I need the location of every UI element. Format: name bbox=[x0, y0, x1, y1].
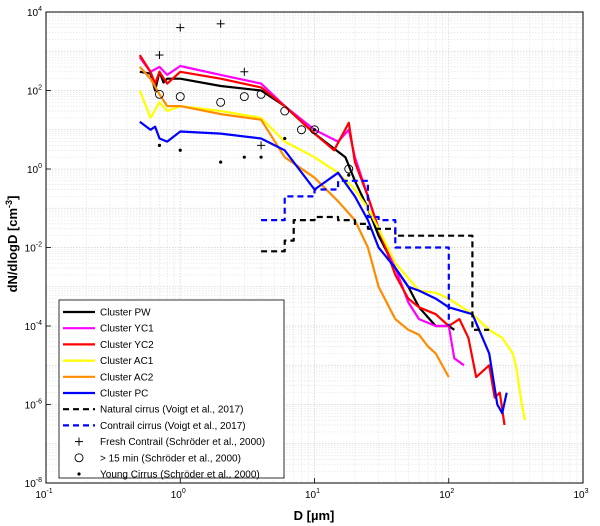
marker-circle bbox=[310, 125, 319, 135]
marker-plus bbox=[75, 437, 83, 446]
marker-dot bbox=[242, 155, 246, 159]
marker-circle bbox=[297, 125, 306, 135]
legend-label-9: > 15 min (Schröder et al., 2000) bbox=[100, 453, 241, 464]
legend: Cluster PW Cluster YC1 Cluster YC2 Cluster … bbox=[58, 299, 285, 481]
series-line-4 bbox=[138, 66, 450, 378]
legend-label-10: Young Cirrus (Schröder et al., 2000) bbox=[100, 470, 260, 481]
legend-label-1: Cluster YC1 bbox=[100, 324, 154, 335]
marker-dot bbox=[219, 160, 223, 164]
marker-circle bbox=[256, 89, 266, 99]
marker-plus bbox=[155, 51, 164, 60]
marker-dot bbox=[259, 155, 263, 159]
y-axis-label-sup: -3 bbox=[4, 200, 14, 208]
marker-circle bbox=[175, 92, 185, 102]
marker-dot bbox=[157, 143, 162, 147]
marker-dot bbox=[77, 472, 81, 476]
marker-plus bbox=[176, 23, 185, 32]
series-layer bbox=[138, 19, 527, 426]
legend-label-6: Natural cirrus (Voigt et al., 2017) bbox=[100, 405, 243, 416]
marker-dot bbox=[347, 173, 351, 177]
plot-frame bbox=[45, 11, 584, 484]
legend-label-0: Cluster PW bbox=[100, 308, 151, 319]
y-axis-label: dN/dlogD [cm-3] bbox=[4, 196, 20, 293]
x-tick-label: 101 bbox=[305, 488, 320, 501]
legend-label-5: Cluster PC bbox=[100, 389, 148, 400]
series-line-6 bbox=[261, 215, 490, 331]
legend-box bbox=[58, 299, 285, 479]
x-tick-label: 10-1 bbox=[35, 488, 52, 501]
marker-plus bbox=[240, 67, 249, 76]
marker-circle bbox=[239, 92, 249, 102]
y-tick-label: 102 bbox=[27, 85, 42, 98]
series-markers-9 bbox=[155, 89, 354, 174]
series-markers-10 bbox=[157, 128, 351, 177]
legend-label-2: Cluster YC2 bbox=[100, 340, 154, 351]
series-line-7 bbox=[261, 179, 450, 326]
y-tick-label: 10-2 bbox=[25, 242, 42, 255]
marker-plus bbox=[257, 141, 266, 150]
marker-circle bbox=[74, 453, 84, 463]
marker-dot bbox=[283, 136, 287, 141]
y-tick-label: 10-8 bbox=[25, 477, 42, 490]
marker-circle bbox=[155, 89, 164, 99]
y-axis-label-end: ] bbox=[5, 196, 20, 200]
marker-circle bbox=[216, 97, 226, 107]
marker-circle bbox=[344, 164, 354, 174]
series-markers-8 bbox=[155, 19, 266, 150]
x-tick-label: 103 bbox=[573, 488, 588, 501]
marker-dot bbox=[312, 128, 317, 132]
x-tick-label: 100 bbox=[171, 488, 186, 501]
y-tick-label: 100 bbox=[27, 163, 42, 176]
marker-plus bbox=[216, 19, 225, 28]
y-tick-label: 10-6 bbox=[25, 399, 42, 412]
legend-label-4: Cluster AC2 bbox=[100, 372, 154, 383]
legend-label-3: Cluster AC1 bbox=[100, 356, 154, 367]
marker-circle bbox=[280, 106, 290, 116]
y-tick-label: 104 bbox=[27, 6, 42, 19]
series-line-5 bbox=[139, 120, 508, 415]
x-axis-label: D [µm] bbox=[294, 508, 335, 523]
legend-label-7: Contrail cirrus (Voigt et al., 2017) bbox=[100, 421, 246, 432]
ticks: 10-1 100 101 102 103 10-8 10-6 10-4 10-2 100 102 10… bbox=[25, 6, 589, 501]
y-tick-label: 10-4 bbox=[25, 320, 42, 333]
x-tick-label: 102 bbox=[439, 488, 454, 501]
legend-label-8: Fresh Contrail (Schröder et al., 2000) bbox=[100, 437, 265, 448]
marker-dot bbox=[178, 148, 182, 152]
y-axis-label-main: dN/dlogD [cm bbox=[5, 208, 20, 293]
